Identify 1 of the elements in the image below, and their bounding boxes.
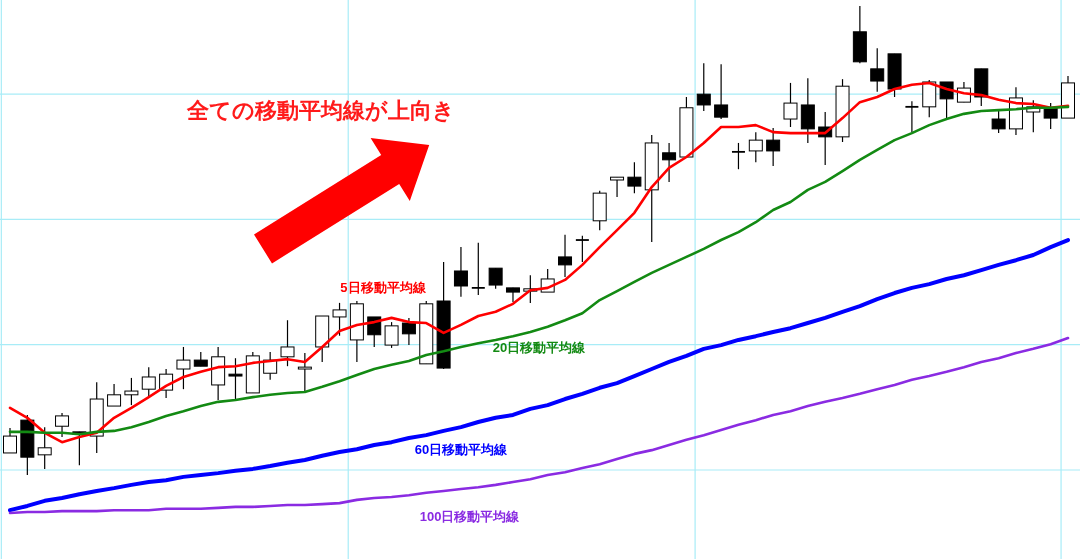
annotation: 全ての移動平均線が上向き — [187, 97, 455, 123]
